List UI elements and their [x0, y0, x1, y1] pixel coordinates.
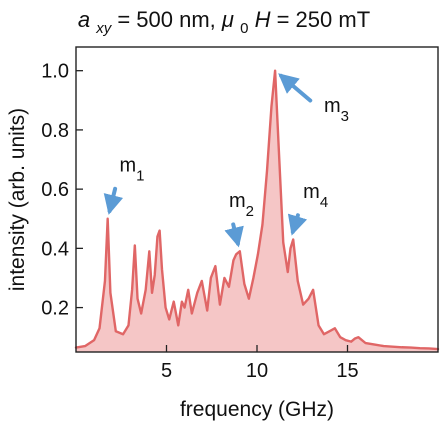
x-axis-label: frequency (GHz)	[180, 398, 334, 421]
mode-label-main: m	[119, 154, 136, 176]
mode-label-sub: 2	[246, 202, 254, 219]
x-tick-label: 5	[161, 360, 172, 382]
title-value-2: = 250 mT	[277, 7, 371, 32]
axis-layer: 5 10 15 0.2 0.4 0.6 0.8 1.0	[41, 46, 439, 382]
y-tick-label: 1.0	[41, 61, 69, 83]
title-mu-sub: 0	[240, 20, 248, 37]
mode-label-main: m	[303, 181, 320, 203]
y-axis-label: intensity (arb. units)	[6, 108, 29, 291]
mode-label-main: m	[324, 95, 341, 117]
chart-title: a xy = 500 nm, μ 0 H = 250 mT	[78, 7, 370, 38]
title-mu-main: μ	[221, 7, 234, 32]
spectrum-line	[74, 69, 440, 351]
mode-label-sub: 1	[136, 167, 144, 184]
annotation-arrow	[103, 186, 124, 215]
annotation-arrow	[287, 213, 308, 236]
title-h-main: H	[255, 7, 271, 32]
mode-label-main: m	[229, 190, 246, 212]
mode-label: m1	[119, 154, 144, 184]
x-tick-label: 10	[246, 360, 268, 382]
spectrum-area-fill	[76, 70, 438, 352]
mode-label-sub: 3	[341, 108, 349, 125]
mode-label: m2	[229, 190, 254, 220]
mode-label-sub: 4	[320, 194, 328, 211]
mode-label: m4	[303, 181, 328, 211]
x-tick-label: 15	[336, 360, 358, 382]
annotation-arrow	[224, 222, 244, 248]
title-a-sub: xy	[95, 20, 113, 37]
y-tick-label: 0.2	[41, 298, 69, 320]
title-value-1: = 500 nm,	[117, 7, 222, 32]
title-a-main: a	[78, 7, 90, 32]
mode-label: m3	[324, 95, 349, 125]
annotation-arrow	[278, 73, 313, 103]
y-tick-label: 0.4	[41, 238, 69, 260]
y-tick-label: 0.6	[41, 179, 69, 201]
y-tick-label: 0.8	[41, 120, 69, 142]
